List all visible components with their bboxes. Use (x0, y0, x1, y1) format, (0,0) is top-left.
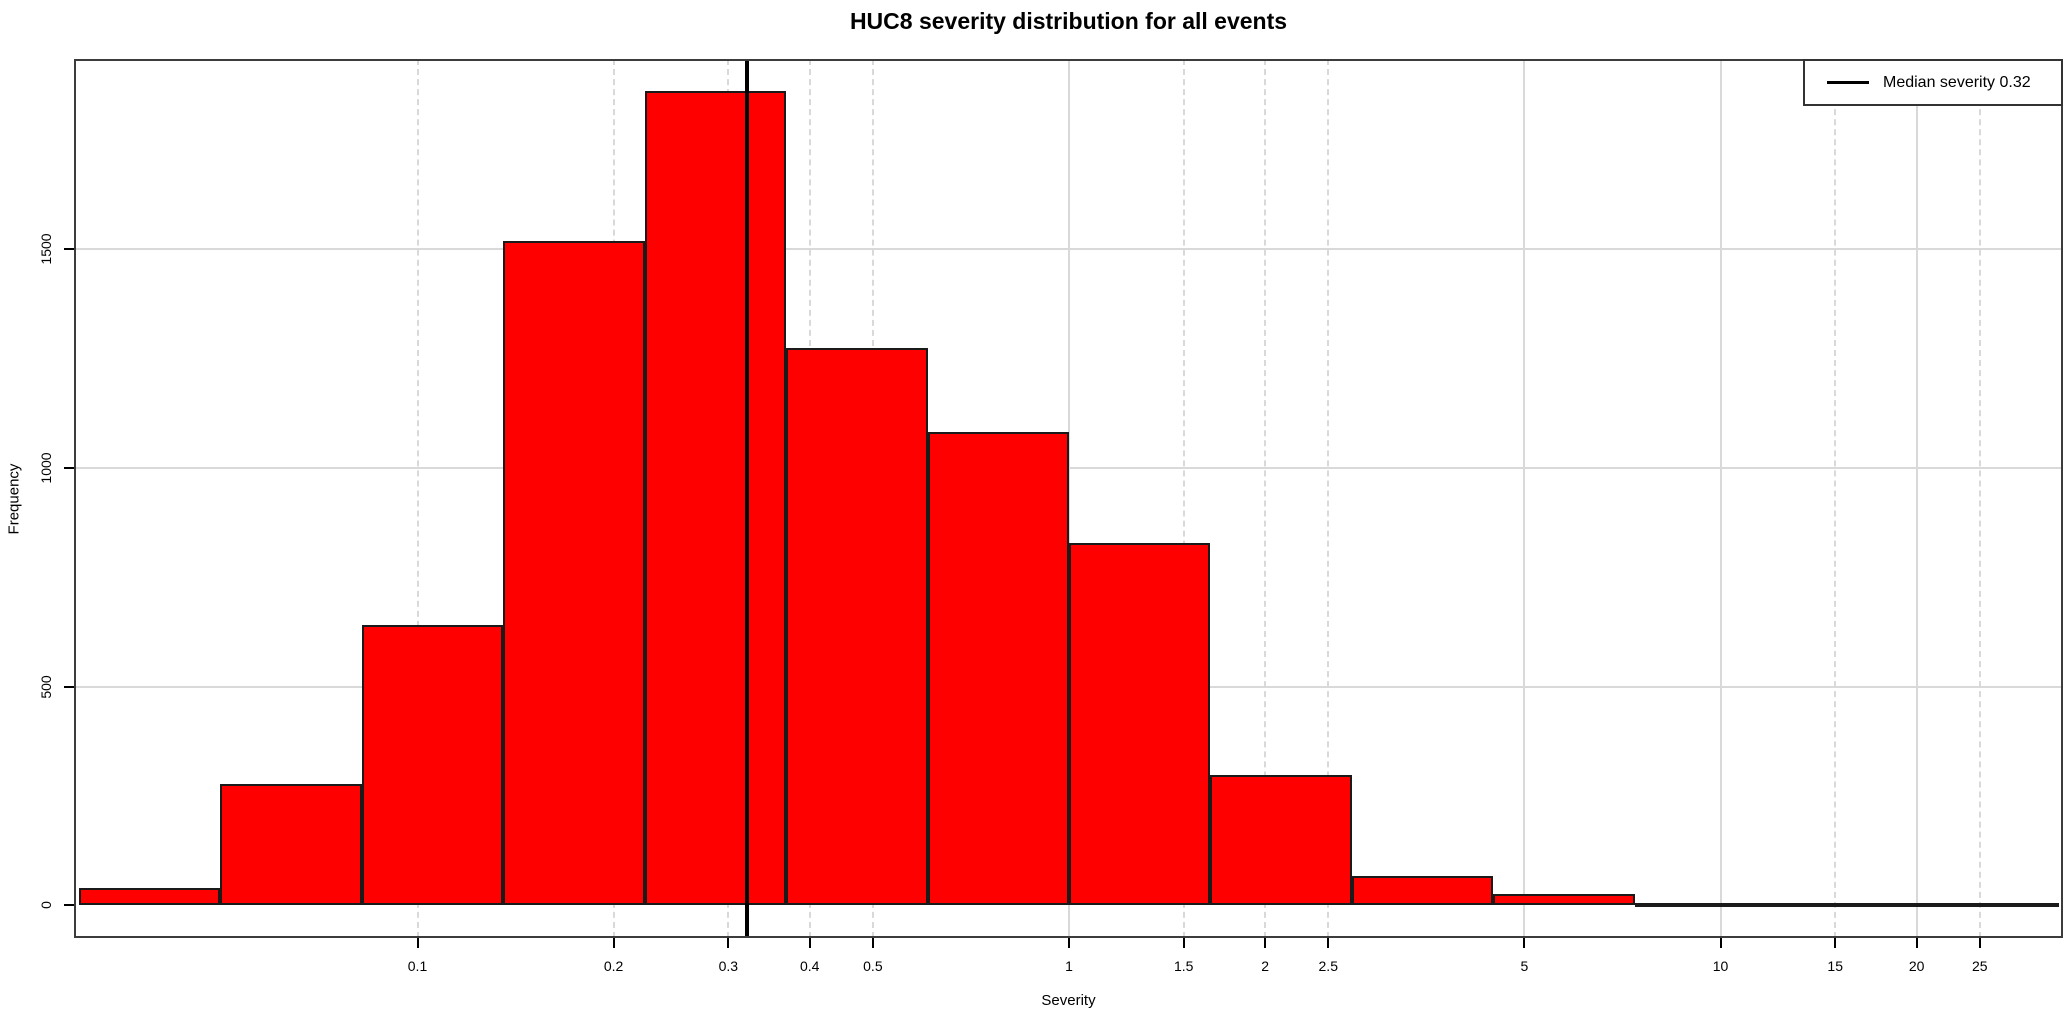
y-tick-label-1000: 1000 (38, 452, 54, 484)
histogram-bar (1776, 903, 1918, 908)
x-tick-1.5 (1182, 938, 1185, 948)
x-tick-label-0.2: 0.2 (603, 958, 624, 974)
x-tick-0.3 (727, 938, 730, 948)
y-tick-label-1500: 1500 (38, 233, 54, 265)
histogram-bar (1634, 902, 1777, 907)
gridline-x-5 (1523, 59, 1526, 938)
x-tick-0.1 (416, 938, 419, 948)
histogram-bar (1493, 894, 1635, 906)
x-tick-2.5 (1327, 938, 1330, 948)
histogram-bar (1351, 876, 1494, 906)
x-tick-label-0.1: 0.1 (407, 958, 428, 974)
x-tick-20 (1915, 938, 1918, 948)
x-tick-1 (1068, 938, 1070, 948)
x-tick-label-0.4: 0.4 (800, 958, 820, 974)
x-tick-label-1.5: 1.5 (1173, 958, 1194, 974)
x-axis-label: Severity (1041, 992, 1096, 1009)
y-tick-500 (64, 685, 74, 688)
x-tick-10 (1719, 938, 1722, 948)
gridline-x-1 (1068, 59, 1070, 938)
gridline-x-0.1 (416, 59, 419, 938)
legend-label: Median severity 0.32 (1883, 73, 2031, 91)
gridline-x-25 (1978, 59, 1981, 938)
chart-title: HUC8 severity distribution for all event… (849, 8, 1288, 34)
gridline-x-20 (1915, 59, 1918, 938)
histogram-bar (361, 625, 504, 906)
histogram-bar (1917, 903, 2060, 908)
histogram-bar (786, 348, 928, 906)
x-tick-label-1: 1 (1065, 958, 1073, 974)
y-tick-0 (64, 904, 74, 907)
x-tick-5 (1523, 938, 1526, 948)
histogram-bar (220, 784, 362, 906)
y-axis-label: Frequency (5, 463, 23, 534)
x-tick-0.2 (612, 938, 615, 948)
y-tick-label-500: 500 (38, 674, 54, 699)
histogram-bar (644, 90, 787, 906)
y-tick-1000 (64, 466, 74, 469)
x-tick-label-25: 25 (1971, 958, 1988, 974)
gridline-x-1.5 (1182, 59, 1185, 938)
x-tick-2 (1264, 938, 1267, 948)
x-tick-label-0.3: 0.3 (718, 958, 739, 974)
y-tick-label-0: 0 (38, 901, 54, 910)
histogram-bar (927, 431, 1069, 906)
histogram-bar (1069, 542, 1211, 906)
x-tick-0.5 (871, 938, 874, 948)
x-tick-label-15: 15 (1827, 958, 1844, 974)
x-tick-label-5: 5 (1520, 958, 1529, 974)
x-tick-15 (1834, 938, 1837, 948)
gridline-x-10 (1719, 59, 1722, 938)
x-tick-label-0.5: 0.5 (863, 958, 883, 974)
x-tick-label-2: 2 (1261, 958, 1270, 974)
x-tick-label-20: 20 (1908, 958, 1925, 974)
x-tick-0.4 (808, 938, 811, 948)
gridline-x-2.5 (1327, 59, 1330, 938)
x-tick-label-2.5: 2.5 (1318, 958, 1338, 974)
legend: Median severity 0.32 (1803, 59, 2063, 106)
median-line-legend-swatch (1827, 81, 1869, 84)
histogram-bar (503, 240, 645, 906)
x-tick-25 (1978, 938, 1981, 948)
histogram-bar (1210, 775, 1352, 906)
gridline-x-2 (1264, 59, 1267, 938)
x-tick-label-10: 10 (1712, 958, 1729, 974)
median-line (744, 59, 749, 938)
y-tick-1500 (64, 248, 74, 251)
histogram-bar (78, 887, 221, 906)
gridline-x-15 (1834, 59, 1837, 938)
